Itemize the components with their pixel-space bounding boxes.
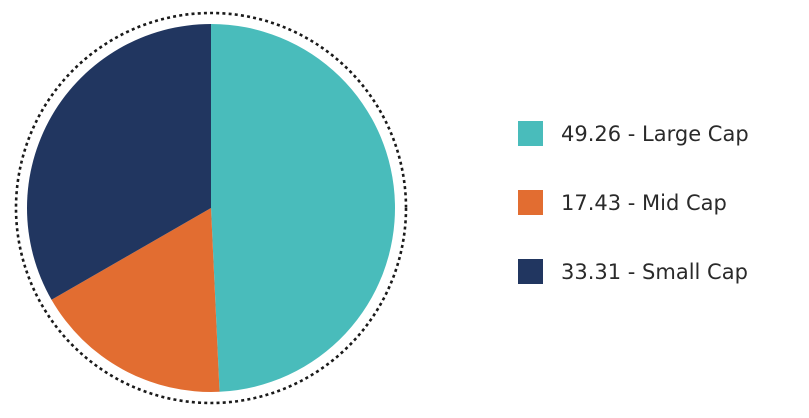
legend: 49.26 - Large Cap 17.43 - Mid Cap 33.31 - … (518, 121, 749, 284)
legend-swatch-small-cap (518, 259, 543, 284)
legend-swatch-mid-cap (518, 190, 543, 215)
legend-label-small-cap: 33.31 - Small Cap (561, 260, 748, 284)
legend-label-mid-cap: 17.43 - Mid Cap (561, 191, 727, 215)
pie-slice-mid-cap (51, 208, 220, 392)
legend-swatch-large-cap (518, 121, 543, 146)
pie-slices (26, 23, 396, 392)
legend-label-large-cap: 49.26 - Large Cap (561, 122, 749, 146)
pie-slice-small-cap (26, 24, 212, 300)
pie-outer-ring (14, 11, 408, 405)
pie-slice-large-cap (211, 23, 396, 392)
